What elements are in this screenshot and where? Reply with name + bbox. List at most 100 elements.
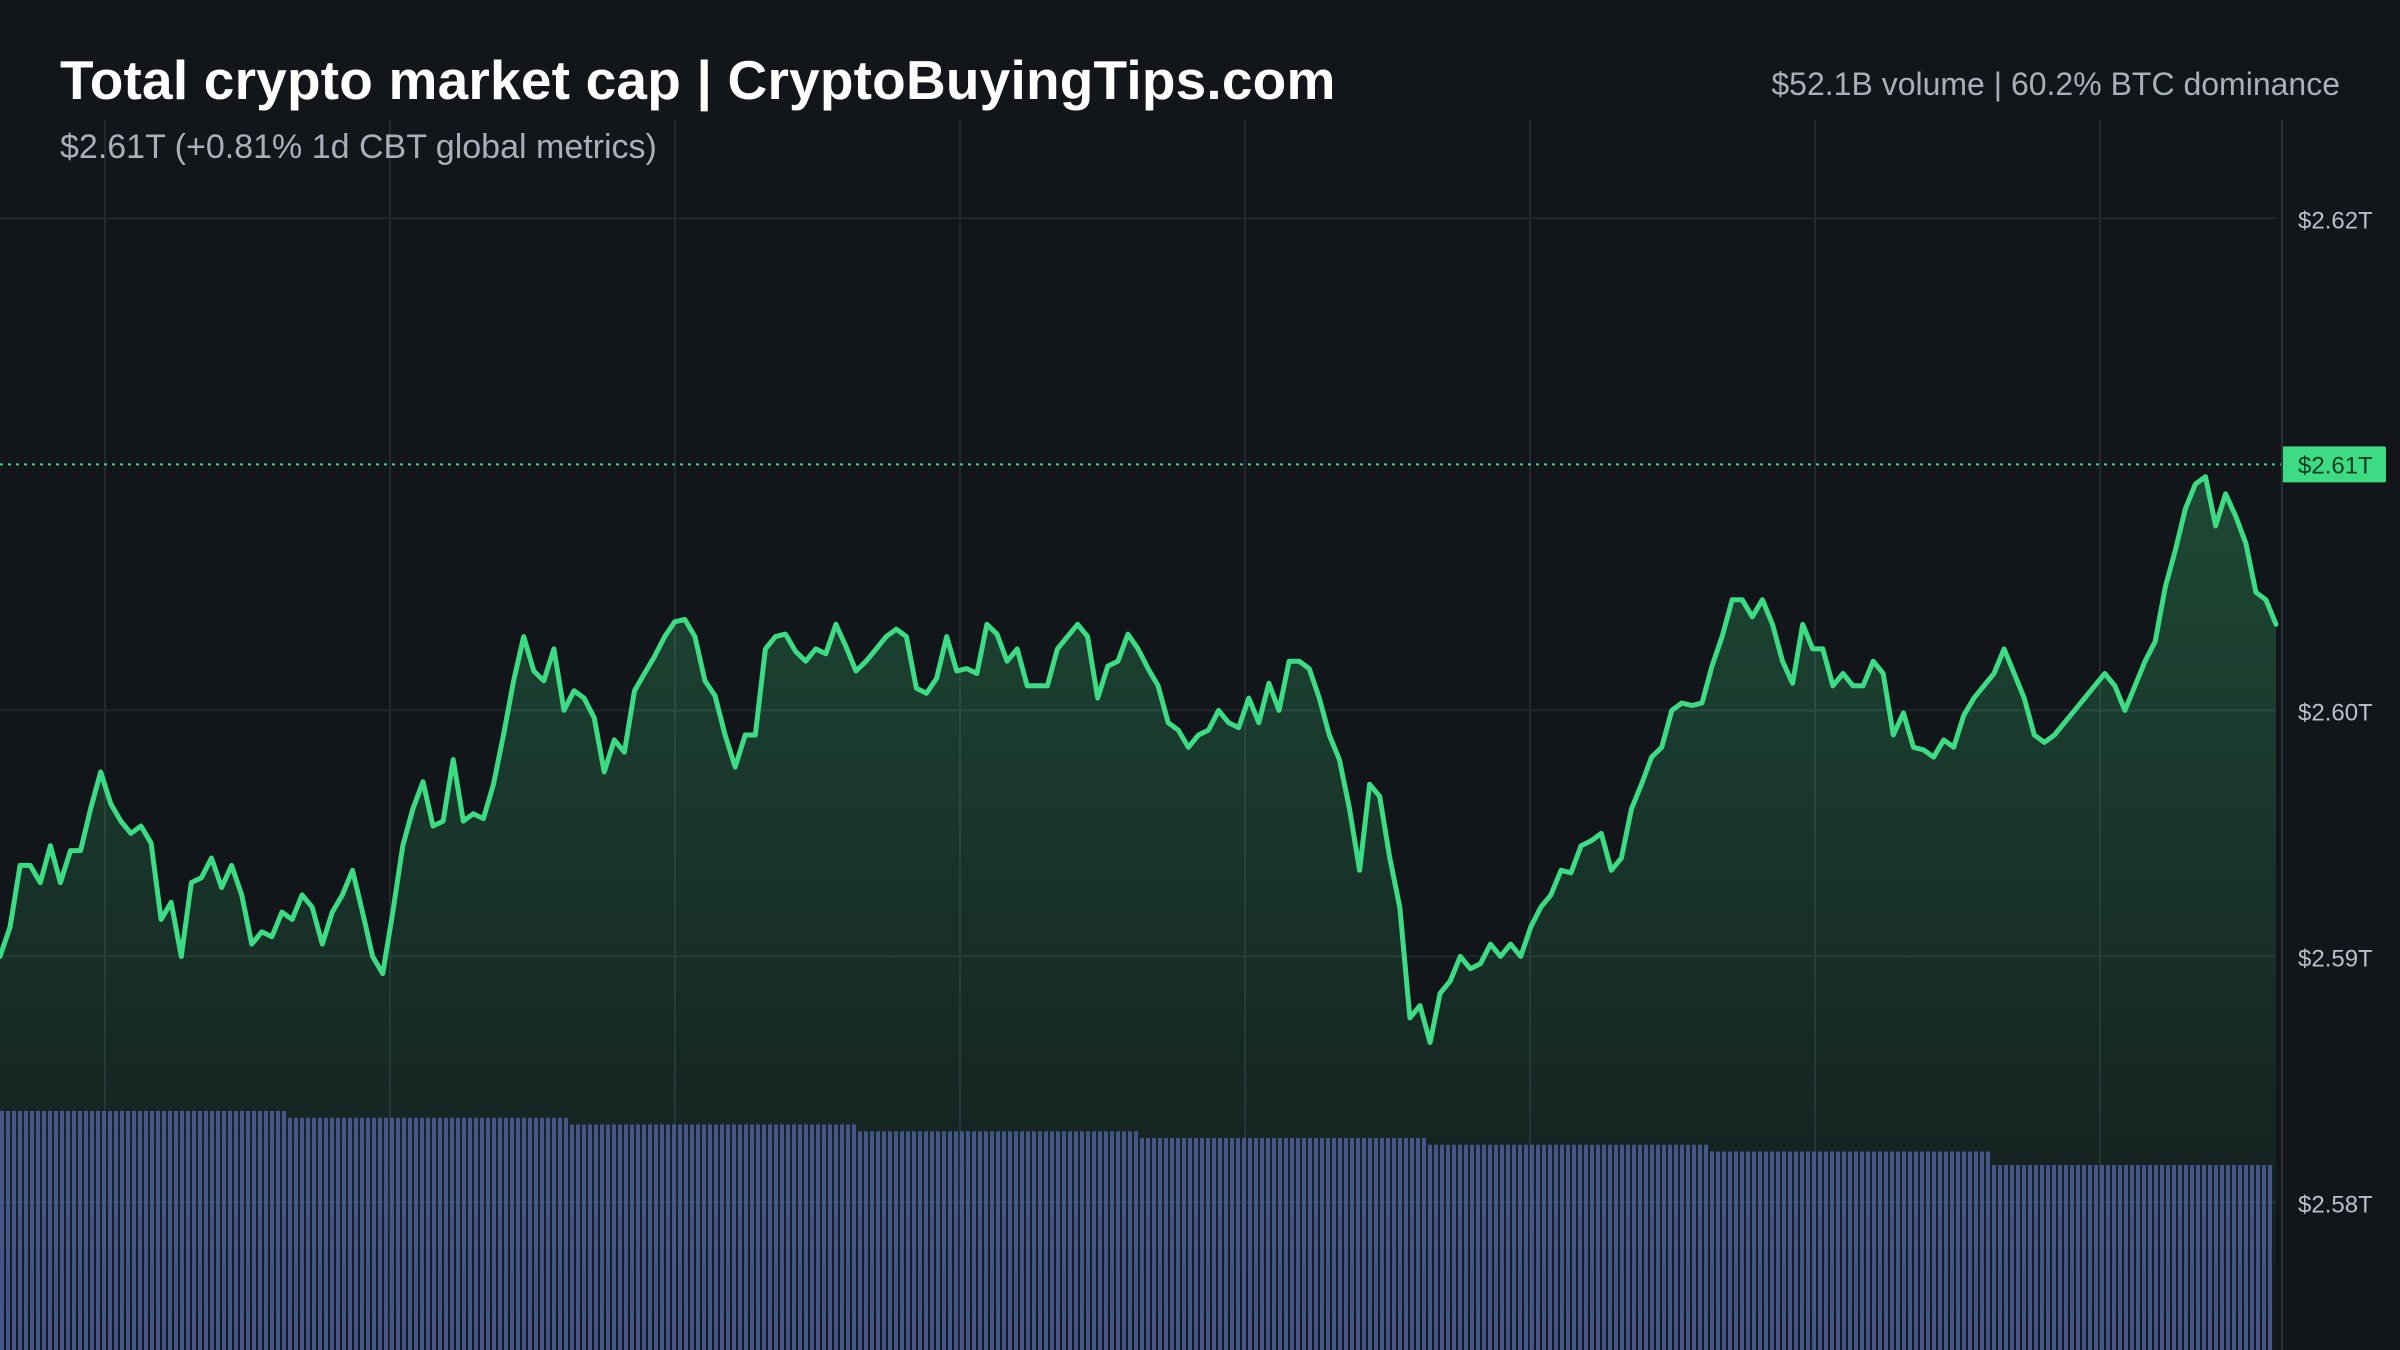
volume-bar (870, 1131, 874, 1350)
volume-bar (1566, 1144, 1570, 1350)
volume-bar (2238, 1165, 2242, 1350)
volume-bar (1590, 1144, 1594, 1350)
volume-bar (1488, 1144, 1492, 1350)
volume-bar (228, 1111, 232, 1350)
volume-bar (54, 1111, 58, 1350)
volume-bar (864, 1131, 868, 1350)
volume-bar (1374, 1138, 1378, 1350)
volume-bar (1968, 1151, 1972, 1350)
volume-bar (1416, 1138, 1420, 1350)
volume-bar (2082, 1165, 2086, 1350)
volume-bar (522, 1117, 526, 1350)
volume-bar (108, 1111, 112, 1350)
volume-bar (1152, 1138, 1156, 1350)
volume-bar (1194, 1138, 1198, 1350)
volume-bar (408, 1117, 412, 1350)
volume-bar (1512, 1144, 1516, 1350)
volume-bar (1506, 1144, 1510, 1350)
volume-bar (1500, 1144, 1504, 1350)
volume-bar (1344, 1138, 1348, 1350)
volume-bar (1032, 1131, 1036, 1350)
volume-bar (306, 1117, 310, 1350)
volume-bar (636, 1124, 640, 1350)
price-line-path (0, 474, 2279, 1045)
volume-bar (594, 1124, 598, 1350)
volume-bar (18, 1111, 22, 1350)
volume-bar (1644, 1144, 1648, 1350)
volume-bar (2088, 1165, 2092, 1350)
volume-bar (1830, 1151, 1834, 1350)
volume-bar (2118, 1165, 2122, 1350)
volume-bar (660, 1124, 664, 1350)
volume-bar (1362, 1138, 1366, 1350)
volume-bar (774, 1124, 778, 1350)
volume-bar (1638, 1144, 1642, 1350)
volume-bar (354, 1117, 358, 1350)
volume-bar (1080, 1131, 1084, 1350)
volume-bar (120, 1111, 124, 1350)
volume-bar (1398, 1138, 1402, 1350)
volume-bar (2004, 1165, 2008, 1350)
volume-bar (2052, 1165, 2056, 1350)
volume-bar (1464, 1144, 1468, 1350)
volume-bar (1386, 1138, 1390, 1350)
volume-bar (540, 1117, 544, 1350)
volume-bar (708, 1124, 712, 1350)
volume-bar (1878, 1151, 1882, 1350)
volume-bar (2190, 1165, 2194, 1350)
volume-bar (150, 1111, 154, 1350)
y-tick-label: $2.58T (2298, 1191, 2373, 1218)
volume-bar (390, 1117, 394, 1350)
volume-bar (462, 1117, 466, 1350)
volume-bar (1230, 1138, 1234, 1350)
volume-bar (1422, 1138, 1426, 1350)
volume-bar (1674, 1144, 1678, 1350)
volume-bar (1356, 1138, 1360, 1350)
volume-bar (762, 1124, 766, 1350)
volume-bar (2106, 1165, 2110, 1350)
volume-bar (564, 1117, 568, 1350)
volume-bar (396, 1117, 400, 1350)
volume-bar (570, 1124, 574, 1350)
volume-bar (852, 1124, 856, 1350)
volume-bar (1926, 1151, 1930, 1350)
volume-bar (1530, 1144, 1534, 1350)
volume-bar (912, 1131, 916, 1350)
volume-bar (1632, 1144, 1636, 1350)
volume-bar (36, 1111, 40, 1350)
volume-bar (1470, 1144, 1474, 1350)
volume-bar (1656, 1144, 1660, 1350)
volume-bar (1692, 1144, 1696, 1350)
volume-bar (792, 1124, 796, 1350)
volume-bar (744, 1124, 748, 1350)
volume-bar (888, 1131, 892, 1350)
volume-bar (366, 1117, 370, 1350)
volume-bar (582, 1124, 586, 1350)
volume-bar (858, 1131, 862, 1350)
volume-bar (960, 1131, 964, 1350)
volume-bar (204, 1111, 208, 1350)
volume-bar (768, 1124, 772, 1350)
volume-bar (240, 1111, 244, 1350)
volume-bar (192, 1111, 196, 1350)
volume-bar (846, 1124, 850, 1350)
volume-bar (984, 1131, 988, 1350)
volume-bar (630, 1124, 634, 1350)
volume-bar (288, 1117, 292, 1350)
volume-bar (360, 1117, 364, 1350)
volume-bar (1974, 1151, 1978, 1350)
volume-bar (972, 1131, 976, 1350)
volume-bar (66, 1111, 70, 1350)
volume-bar (1920, 1151, 1924, 1350)
volume-bar (1614, 1144, 1618, 1350)
volume-bar (1584, 1144, 1588, 1350)
volume-bar (1578, 1144, 1582, 1350)
volume-bar (1116, 1131, 1120, 1350)
volume-bar (2010, 1165, 2014, 1350)
volume-bar (126, 1111, 130, 1350)
volume-bar (2268, 1165, 2272, 1350)
volume-bar (1758, 1151, 1762, 1350)
volume-bar (1146, 1138, 1150, 1350)
volume-bar (654, 1124, 658, 1350)
volume-bar (1056, 1131, 1060, 1350)
